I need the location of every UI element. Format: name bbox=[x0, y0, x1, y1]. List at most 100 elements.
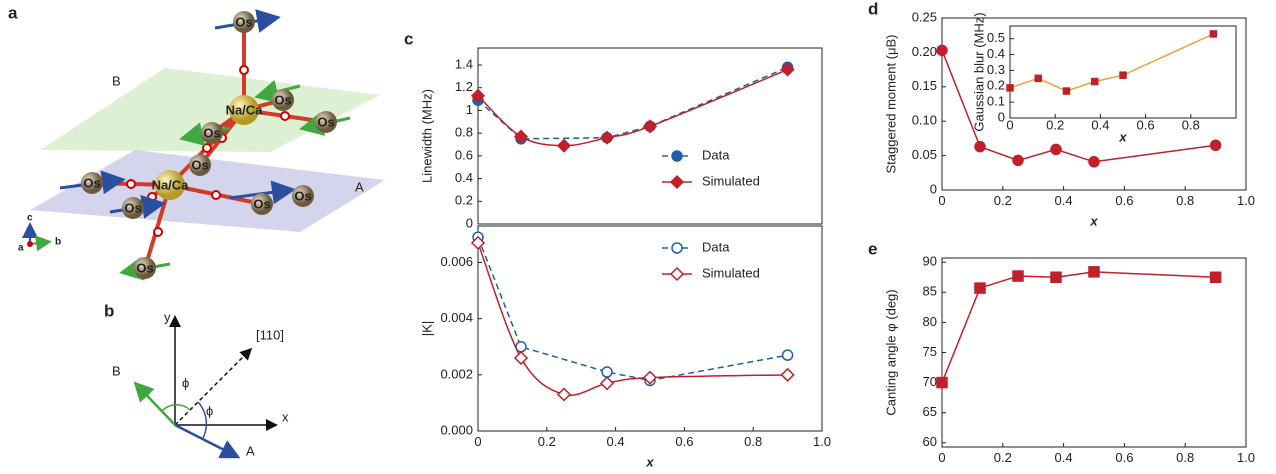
x-tick-label: 0 bbox=[474, 434, 481, 449]
y-tick-label: 0.4 bbox=[987, 46, 1005, 61]
y-tick-label: 0 bbox=[998, 109, 1005, 124]
y-tick-label: 0.000 bbox=[440, 422, 473, 437]
series-line bbox=[941, 271, 1216, 383]
x-tick-label: 0.4 bbox=[1091, 118, 1109, 133]
data-point bbox=[642, 370, 658, 385]
os-atom bbox=[272, 89, 294, 111]
x-tick-label: 0.6 bbox=[1115, 193, 1133, 208]
panel-label: c bbox=[404, 29, 413, 48]
data-point bbox=[936, 44, 948, 57]
data-point bbox=[1209, 30, 1218, 38]
x-axis-label: x bbox=[1118, 129, 1127, 144]
axis-label: b bbox=[55, 237, 61, 248]
x-tick-label: 0.4 bbox=[607, 434, 625, 449]
y-tick-label: 0.2 bbox=[987, 78, 1005, 93]
x-tick-label: 0.2 bbox=[1046, 118, 1064, 133]
atom-label: Os bbox=[235, 14, 252, 29]
data-point bbox=[1062, 87, 1071, 95]
data-point bbox=[1050, 271, 1062, 284]
data-point bbox=[513, 129, 529, 144]
x-tick-label: 0.6 bbox=[1115, 450, 1133, 465]
y-tick-label: 1.2 bbox=[455, 79, 473, 94]
x-tick-label: 0 bbox=[938, 450, 945, 465]
data-point bbox=[781, 349, 794, 361]
angle-label: ϕ bbox=[182, 375, 189, 390]
x-tick-label: 0 bbox=[938, 193, 945, 208]
series-line bbox=[941, 50, 1216, 163]
panel-label: e bbox=[868, 239, 877, 258]
data-point bbox=[470, 88, 486, 103]
y-tick-label: 0.15 bbox=[912, 78, 937, 93]
y-tick-label: 0.1 bbox=[987, 94, 1005, 109]
y-axis-label: Canting angle φ (deg) bbox=[883, 289, 898, 415]
axis-label: c bbox=[27, 213, 33, 224]
axis-label: x bbox=[282, 409, 289, 424]
x-tick-label: 0.8 bbox=[1182, 118, 1200, 133]
os-atom bbox=[134, 257, 156, 279]
plot-frame bbox=[477, 225, 823, 432]
x-tick-label: 0.2 bbox=[994, 193, 1012, 208]
series-line bbox=[1009, 33, 1214, 92]
y-tick-label: 90 bbox=[923, 254, 937, 269]
direction-label: [110] bbox=[256, 327, 284, 342]
series-line bbox=[477, 66, 788, 140]
y-tick-label: 1 bbox=[466, 102, 473, 117]
y-tick-label: 85 bbox=[923, 284, 937, 299]
vector-diagram bbox=[133, 315, 278, 459]
x-tick-label: 0.8 bbox=[1176, 450, 1194, 465]
y-tick-label: 0.4 bbox=[455, 170, 473, 185]
data-point bbox=[599, 130, 615, 145]
x-tick-label: 1.0 bbox=[1237, 450, 1255, 465]
legend-label: Data bbox=[702, 147, 730, 162]
x-axis-label: x bbox=[1089, 213, 1098, 228]
data-point bbox=[780, 367, 795, 382]
y-tick-label: 65 bbox=[923, 404, 937, 419]
atom-label: Os bbox=[83, 175, 100, 190]
y-tick-label: 0.10 bbox=[912, 113, 937, 128]
plane-b bbox=[40, 68, 380, 152]
x-tick-label: 1.0 bbox=[813, 434, 831, 449]
atom-label: Os bbox=[274, 92, 291, 107]
atom-label: Os bbox=[203, 125, 220, 140]
atom-label: Os bbox=[294, 188, 311, 203]
data-point bbox=[601, 366, 613, 378]
x-tick-label: 0.4 bbox=[1055, 450, 1073, 465]
y-tick-label: 0.004 bbox=[440, 310, 473, 325]
vector-label: B bbox=[112, 363, 121, 378]
y-axis-label: Gaussian blur (MHz) bbox=[971, 12, 986, 131]
atom-label: Os bbox=[317, 114, 334, 129]
y-tick-label: 0.8 bbox=[455, 125, 473, 140]
os-atom bbox=[81, 172, 103, 194]
x-tick-label: 0 bbox=[1006, 118, 1013, 133]
plot-frame bbox=[941, 17, 1247, 191]
data-point bbox=[599, 376, 615, 391]
y-tick-label: 0.2 bbox=[455, 193, 473, 208]
y-tick-label: 0 bbox=[466, 215, 473, 230]
legend-marker bbox=[671, 150, 683, 162]
panel-label: d bbox=[868, 0, 878, 18]
x-tick-label: 1.0 bbox=[1237, 193, 1255, 208]
y-axis-label: Linewidth (MHz) bbox=[419, 89, 434, 183]
data-point bbox=[642, 119, 658, 134]
center-atom bbox=[229, 95, 259, 125]
data-point bbox=[1209, 271, 1222, 284]
atom-label: Os bbox=[124, 200, 141, 215]
legend-marker bbox=[669, 174, 685, 190]
legend-label: Simulated bbox=[702, 265, 760, 280]
data-point bbox=[556, 138, 572, 153]
x-tick-label: 0.8 bbox=[1176, 193, 1194, 208]
data-point bbox=[1091, 77, 1099, 86]
data-point bbox=[513, 350, 529, 366]
chart: 0 0.2 0.4 0.6 0.8 1 1.2 1.4 Linewidth (MHz) c Data… bbox=[404, 29, 823, 230]
atom-label: Os bbox=[136, 260, 153, 275]
y-tick-label: 60 bbox=[923, 434, 937, 449]
data-point bbox=[556, 387, 572, 402]
center-atom bbox=[155, 170, 185, 200]
x-tick-label: 0.2 bbox=[538, 434, 556, 449]
atom-label: Os bbox=[253, 196, 270, 211]
charts: 0 0.2 0.4 0.6 0.8 1 1.2 1.4 Linewidth (MHz) c Data… bbox=[404, 0, 1255, 474]
plane-label: B bbox=[112, 73, 121, 88]
data-point bbox=[470, 235, 486, 250]
data-point bbox=[1088, 156, 1100, 168]
data-point bbox=[1088, 266, 1100, 278]
